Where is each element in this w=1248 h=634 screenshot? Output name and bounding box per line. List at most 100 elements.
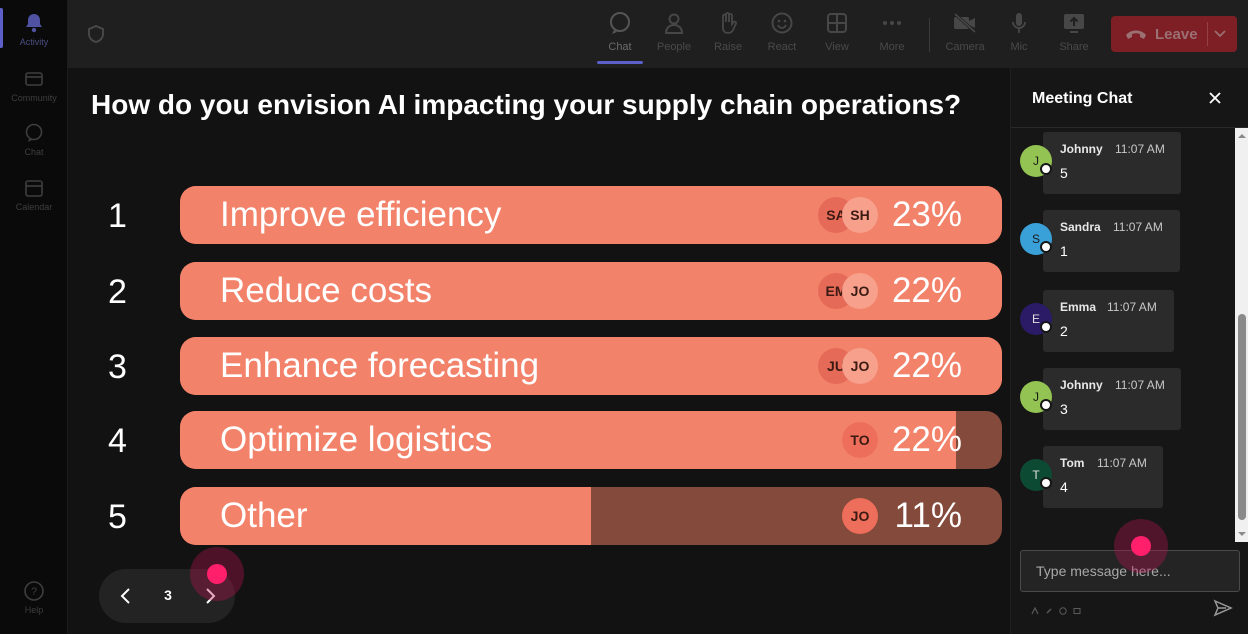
more-icon bbox=[879, 10, 905, 36]
toolbar-more-button[interactable]: More bbox=[866, 10, 918, 60]
attach-icon[interactable] bbox=[1045, 602, 1053, 614]
meeting-toolbar: Chat People Raise React View More C bbox=[68, 0, 1248, 68]
bell-icon bbox=[23, 12, 45, 34]
toolbar-people-button[interactable]: People bbox=[648, 10, 700, 60]
voter-avatar: JO bbox=[842, 348, 878, 384]
scroll-up-icon[interactable] bbox=[1238, 132, 1246, 140]
poll-option-bar[interactable]: Improve efficiency SA SH 23% bbox=[180, 186, 1002, 244]
scroll-down-icon[interactable] bbox=[1238, 530, 1246, 538]
avatar-initial: J bbox=[1033, 390, 1039, 404]
message-input[interactable] bbox=[1022, 552, 1238, 590]
camera-off-icon bbox=[952, 10, 978, 36]
toolbar-react-button[interactable]: React bbox=[756, 10, 808, 60]
message-bubble: Johnny 11:07 AM 3 bbox=[1043, 368, 1181, 430]
chat-icon bbox=[607, 10, 633, 36]
presence-status-icon bbox=[1040, 321, 1052, 333]
poll-option[interactable]: 3 Enhance forecasting JU JO 22% bbox=[68, 337, 1010, 395]
poll-option-bar[interactable]: Optimize logistics TO 22% bbox=[180, 411, 1002, 469]
hand-icon bbox=[715, 10, 741, 36]
message-sender: Tom bbox=[1060, 456, 1085, 470]
poll-option-bar[interactable]: Other JO 11% bbox=[180, 487, 1002, 545]
message-timestamp: 11:07 AM bbox=[1097, 456, 1147, 470]
toolbar-view-button[interactable]: View bbox=[811, 10, 863, 60]
avatar[interactable]: J bbox=[1020, 145, 1052, 177]
chat-message[interactable]: Sandra 11:07 AM 1 S bbox=[1011, 210, 1235, 274]
avatar[interactable]: S bbox=[1020, 223, 1052, 255]
poll-option-bar[interactable]: Enhance forecasting JU JO 22% bbox=[180, 337, 1002, 395]
shield-icon[interactable] bbox=[86, 24, 106, 44]
toolbar-camera-button[interactable]: Camera bbox=[939, 10, 991, 60]
emoji-icon bbox=[769, 10, 795, 36]
scrollbar-thumb[interactable] bbox=[1238, 314, 1246, 520]
message-bubble: Johnny 11:07 AM 5 bbox=[1043, 132, 1181, 194]
chevron-right-icon[interactable] bbox=[199, 585, 221, 607]
message-sender: Emma bbox=[1060, 300, 1097, 314]
send-icon[interactable] bbox=[1213, 599, 1233, 617]
microphone-icon bbox=[1006, 10, 1032, 36]
toolbar-share-button[interactable]: Share bbox=[1048, 10, 1100, 60]
chevron-left-icon[interactable] bbox=[115, 585, 137, 607]
chat-title: Meeting Chat bbox=[1032, 90, 1133, 107]
compose-toolbar bbox=[1031, 602, 1081, 615]
community-icon bbox=[23, 68, 45, 90]
toolbar-label: React bbox=[767, 41, 797, 53]
avatar[interactable]: T bbox=[1020, 459, 1052, 491]
poll-option-label: Optimize logistics bbox=[220, 420, 493, 459]
avatar[interactable]: E bbox=[1020, 303, 1052, 335]
chat-header: Meeting Chat bbox=[1011, 68, 1248, 128]
toolbar-raise-button[interactable]: Raise bbox=[702, 10, 754, 60]
avatar[interactable]: J bbox=[1020, 381, 1052, 413]
rail-item-community[interactable]: Community bbox=[0, 60, 68, 114]
app-rail: Activity Community Chat Calendar ? Help bbox=[0, 0, 68, 634]
poll-option-bar[interactable]: Reduce costs EM JO 22% bbox=[180, 262, 1002, 320]
poll-question: How do you envision AI impacting your su… bbox=[91, 89, 962, 120]
message-text: 2 bbox=[1060, 323, 1068, 339]
emoji-icon[interactable] bbox=[1059, 602, 1067, 615]
rail-item-label: Chat bbox=[24, 147, 44, 157]
poll-stage: How do you envision AI impacting your su… bbox=[68, 68, 1010, 634]
toolbar-chat-button[interactable]: Chat bbox=[594, 10, 646, 60]
poll-option[interactable]: 4 Optimize logistics TO 22% bbox=[68, 411, 1010, 469]
poll-option[interactable]: 1 Improve efficiency SA SH 23% bbox=[68, 186, 1010, 244]
toolbar-label: Chat bbox=[608, 41, 632, 53]
poll-option-fill bbox=[180, 487, 591, 545]
poll-option-number: 3 bbox=[108, 348, 127, 386]
toolbar-mic-button[interactable]: Mic bbox=[993, 10, 1045, 60]
message-text: 5 bbox=[1060, 165, 1068, 181]
message-sender: Johnny bbox=[1060, 142, 1103, 156]
chat-scrollbar[interactable] bbox=[1235, 128, 1248, 542]
message-timestamp: 11:07 AM bbox=[1107, 300, 1157, 314]
chat-message[interactable]: Tom 11:07 AM 4 T bbox=[1011, 446, 1235, 510]
message-bubble: Emma 11:07 AM 2 bbox=[1043, 290, 1174, 352]
rail-item-activity[interactable]: Activity bbox=[0, 4, 68, 58]
chat-message[interactable]: Johnny 11:07 AM 5 J bbox=[1011, 132, 1235, 196]
gif-icon[interactable] bbox=[1073, 602, 1081, 614]
leave-label: Leave bbox=[1155, 25, 1198, 43]
message-compose-box[interactable] bbox=[1020, 550, 1240, 592]
click-indicator bbox=[190, 547, 244, 601]
poll-option-percent: 11% bbox=[894, 496, 962, 535]
presence-status-icon bbox=[1040, 477, 1052, 489]
chat-message[interactable]: Emma 11:07 AM 2 E bbox=[1011, 290, 1235, 354]
chat-message-list[interactable]: Johnny 11:07 AM 5 J Sandra 11:07 AM 1 S Emma 11:0… bbox=[1011, 128, 1235, 542]
format-icon[interactable] bbox=[1031, 602, 1039, 615]
chat-tab-indicator bbox=[597, 61, 643, 64]
chat-message[interactable]: Johnny 11:07 AM 3 J bbox=[1011, 368, 1235, 432]
voter-avatar: TO bbox=[842, 422, 878, 458]
leave-button[interactable]: Leave bbox=[1111, 16, 1237, 52]
poll-option[interactable]: 5 Other JO 11% bbox=[68, 487, 1010, 545]
poll-option[interactable]: 2 Reduce costs EM JO 22% bbox=[68, 262, 1010, 320]
rail-item-calendar[interactable]: Calendar bbox=[0, 169, 68, 223]
avatar-initial: J bbox=[1033, 154, 1039, 168]
poll-option-percent: 22% bbox=[891, 346, 962, 385]
presence-status-icon bbox=[1040, 241, 1052, 253]
close-icon[interactable] bbox=[1207, 90, 1223, 106]
meeting-chat-panel: Meeting Chat Johnny 11:07 AM 5 J Sandra 11:07… bbox=[1010, 68, 1248, 634]
message-timestamp: 11:07 AM bbox=[1115, 378, 1165, 392]
poll-option-number: 5 bbox=[108, 498, 127, 536]
rail-item-help[interactable]: ? Help bbox=[0, 572, 68, 626]
poll-option-number: 4 bbox=[108, 422, 127, 460]
rail-item-chat[interactable]: Chat bbox=[0, 114, 68, 168]
toolbar-label: People bbox=[656, 41, 692, 53]
chevron-down-icon[interactable] bbox=[1213, 28, 1227, 40]
